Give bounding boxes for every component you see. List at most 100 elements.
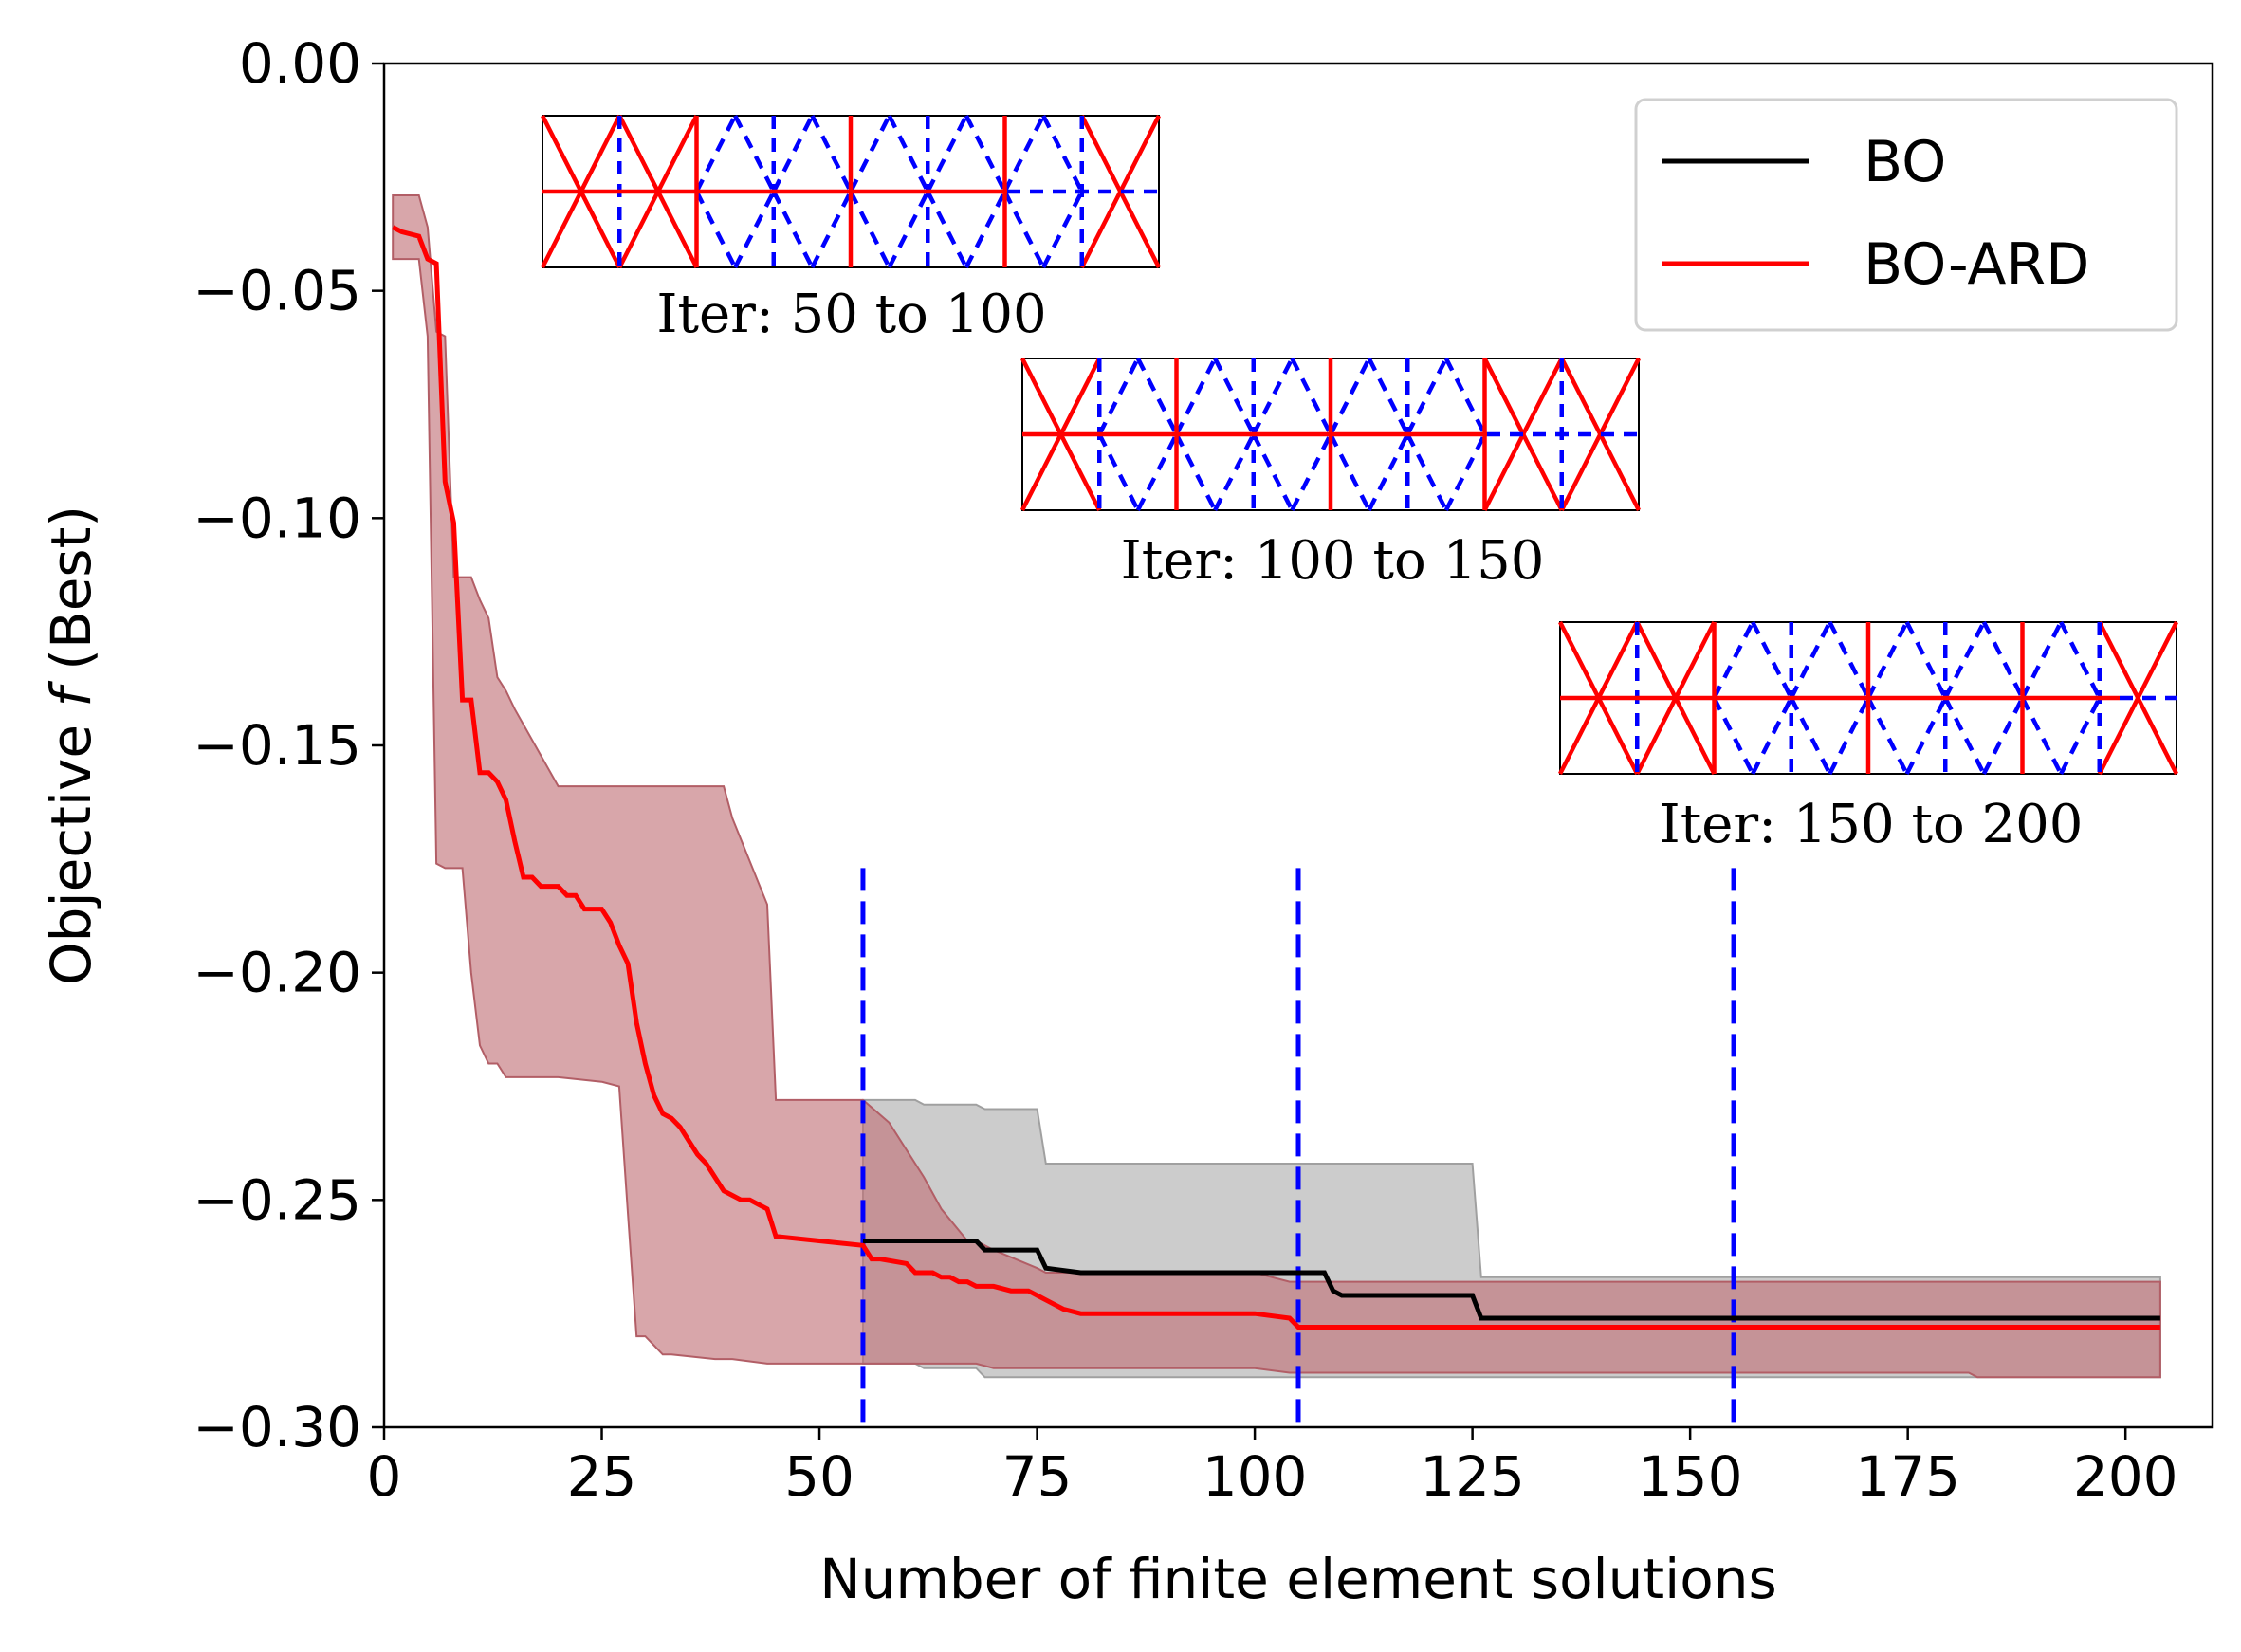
uncertainty-bands [392, 194, 2161, 1379]
y-tick-label: −0.05 [193, 259, 361, 323]
truss-diagonal [926, 114, 968, 193]
x-tick-label: 125 [1420, 1444, 1525, 1509]
truss-diagonal [1751, 696, 1793, 776]
truss-diagonal [1097, 357, 1140, 436]
y-axis-title: Objective f (Best) [39, 505, 103, 985]
truss-diagonal [1943, 620, 1986, 700]
truss-diagonal [1135, 432, 1179, 512]
truss-diagonal [1981, 696, 2025, 776]
x-tick-label: 175 [1855, 1444, 1960, 1509]
truss-diagonal [1041, 190, 1084, 269]
y-axis-title-suffix: (Best) [39, 505, 103, 688]
truss-insets: Iter: 50 to 100 Iter: 100 to 150 Iter: 150… [540, 114, 2179, 855]
truss-diagonal [1041, 114, 1084, 193]
truss-diagonal [1405, 432, 1448, 512]
y-tick-label: −0.10 [193, 486, 361, 550]
legend: BO BO-ARD [1634, 98, 2178, 332]
truss-diagonal [2020, 620, 2064, 700]
truss-diagonal [1865, 696, 1909, 776]
truss-diagonal [771, 114, 815, 193]
truss-diagonal [1328, 432, 1371, 512]
truss-diagonal [848, 114, 891, 193]
legend-label: BO [1864, 129, 1946, 195]
inset-caption: Iter: 100 to 150 [1121, 530, 1545, 592]
truss-diagonal [2059, 620, 2102, 700]
truss-diagonal [810, 190, 854, 269]
truss-diagonal [1482, 357, 1564, 512]
truss-diagonal [2059, 696, 2102, 776]
truss-diagonal [1751, 620, 1793, 700]
truss-diagonal [887, 190, 930, 269]
truss-diagonal [887, 114, 930, 193]
series-lines [392, 225, 2160, 1330]
truss-diagonal [1789, 696, 1832, 776]
truss-diagonal [810, 114, 854, 193]
truss-diagonal [1443, 357, 1487, 436]
truss-diagonal [2020, 696, 2064, 776]
stage-divider-lines [860, 868, 1736, 1427]
bo-ard-band [392, 194, 2161, 1379]
x-tick-label: 0 [367, 1444, 402, 1509]
truss-inset-3: Iter: 150 to 200 [1557, 620, 2179, 855]
truss-diagonal [926, 190, 968, 269]
truss-diagonal [964, 190, 1007, 269]
truss-diagonal [1443, 432, 1487, 512]
truss-diagonal [1328, 357, 1371, 436]
truss-diagonal [1174, 432, 1218, 512]
truss-diagonal [771, 190, 815, 269]
inset-caption: Iter: 150 to 200 [1660, 794, 2084, 855]
truss-diagonal [1135, 357, 1179, 436]
truss-diagonal [1367, 432, 1410, 512]
x-tick-label: 100 [1203, 1444, 1308, 1509]
y-tick-label: 0.00 [239, 31, 361, 96]
truss-diagonal [1789, 620, 1832, 700]
truss-inset-2: Iter: 100 to 150 [1019, 357, 1642, 592]
truss-diagonal [1251, 357, 1295, 436]
y-axis-title-prefix: Objective [39, 707, 103, 985]
x-tick-label: 75 [1002, 1444, 1073, 1509]
truss-diagonal [1002, 114, 1046, 193]
y-tick-label: −0.25 [193, 1167, 361, 1232]
x-tick-label: 200 [2073, 1444, 2178, 1509]
truss-diagonal [1079, 114, 1162, 269]
x-axis-title: Number of finite element solutions [819, 1547, 1777, 1611]
truss-diagonal [1405, 357, 1448, 436]
truss-diagonal [1290, 432, 1333, 512]
truss-diagonal [1213, 432, 1256, 512]
bo-line [863, 1239, 2160, 1321]
truss-diagonal [1904, 696, 1948, 776]
truss-diagonal [1712, 620, 1755, 700]
x-tick-label: 25 [567, 1444, 637, 1509]
x-tick-label: 50 [784, 1444, 854, 1509]
y-tick-label: −0.30 [193, 1395, 361, 1459]
truss-diagonal [733, 190, 776, 269]
truss-diagonal [694, 190, 738, 269]
truss-diagonal [1002, 190, 1046, 269]
truss-diagonal [964, 114, 1007, 193]
truss-diagonal [1865, 620, 1909, 700]
truss-diagonal [733, 114, 776, 193]
legend-label: BO-ARD [1864, 231, 2089, 298]
legend-box [1634, 98, 2178, 332]
truss-diagonal [1367, 357, 1410, 436]
inset-caption: Iter: 50 to 100 [656, 284, 1046, 345]
truss-diagonal [1559, 357, 1642, 512]
truss-diagonal [1981, 620, 2025, 700]
truss-diagonal [1828, 620, 1871, 700]
truss-diagonal [1174, 357, 1218, 436]
y-tick-label: −0.15 [193, 713, 361, 778]
truss-diagonal [1251, 432, 1295, 512]
bo-ard-line [392, 225, 2160, 1330]
truss-diagonal [1213, 357, 1256, 436]
axis-ticks: 0 25 50 75 100 125 150 175 200 0.00 −0.05 −0.10 −0.1… [193, 31, 2177, 1509]
truss-diagonal [1290, 357, 1333, 436]
truss-diagonal [1097, 432, 1140, 512]
truss-diagonal [1828, 696, 1871, 776]
truss-diagonal [694, 114, 738, 193]
y-tick-label: −0.20 [193, 941, 361, 1005]
truss-diagonal [1712, 696, 1755, 776]
x-tick-label: 150 [1638, 1444, 1743, 1509]
truss-diagonal [848, 190, 891, 269]
truss-inset-1: Iter: 50 to 100 [540, 114, 1162, 345]
